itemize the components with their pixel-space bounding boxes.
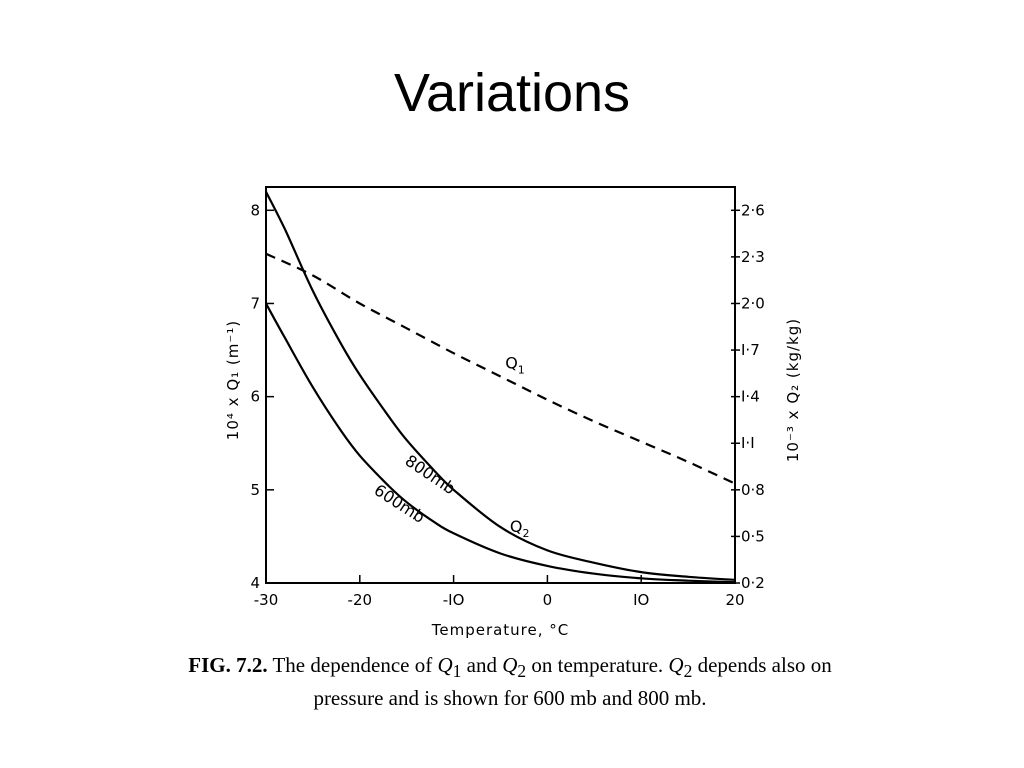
- caption-q2b-sub: 2: [683, 661, 693, 682]
- caption-q1: Q: [437, 653, 453, 677]
- caption-q2b: Q: [668, 653, 684, 677]
- left-y-tick-label: 4: [250, 574, 260, 592]
- x-tick-label: -30: [254, 591, 279, 609]
- plot-border: [265, 186, 736, 584]
- right-y-tick-label: 0·8: [741, 481, 765, 499]
- left-y-axis-label: 10⁴ x Q₁ (m⁻¹): [224, 320, 242, 440]
- right-y-axis-label: 10⁻³ x Q₂ (kg/kg): [784, 318, 802, 462]
- series-line-600mb: [265, 302, 736, 584]
- right-y-tick-label: 2·6: [741, 201, 765, 219]
- label-600mb: 600mb: [371, 480, 429, 527]
- q1-curve-label: Q1: [505, 354, 525, 377]
- series-layer: [265, 191, 736, 584]
- x-tick-label: -20: [348, 591, 373, 609]
- right-y-tick-label: 0·5: [741, 527, 765, 545]
- figure-caption: FIG. 7.2. The dependence of Q1 and Q2 on…: [110, 652, 910, 712]
- x-tick-label: 0: [543, 591, 553, 609]
- left-y-tick-label: 5: [250, 481, 260, 499]
- caption-and: and: [466, 653, 497, 677]
- caption-text-1: The dependence of: [272, 653, 433, 677]
- caption-q2: Q: [502, 653, 518, 677]
- x-tick-label: IO: [633, 591, 649, 609]
- right-y-tick-label: 2·0: [741, 294, 765, 312]
- caption-text-2: on temperature.: [531, 653, 664, 677]
- x-tick-label: 20: [725, 591, 744, 609]
- right-y-tick-label: I·7: [741, 341, 760, 359]
- right-y-tick-label: 2·3: [741, 248, 765, 266]
- right-y-tick-label: 0·2: [741, 574, 765, 592]
- caption-q2-sub: 2: [517, 661, 527, 682]
- left-y-axis-ticks: 4 5 6 7 8: [250, 201, 274, 592]
- left-y-tick-label: 8: [250, 201, 260, 219]
- q2-curve-label: Q2: [510, 517, 530, 540]
- right-y-tick-label: I·I: [741, 434, 755, 452]
- chart: -30 -20 -IO 0 IO 20 4 5 6 7 8 0·2 0·5 0·8 I·I I·4 I·7 2…: [224, 186, 802, 639]
- x-tick-label: -IO: [443, 591, 465, 609]
- right-y-axis-ticks: 0·2 0·5 0·8 I·I I·4 I·7 2·0 2·3 2·6: [731, 201, 765, 592]
- x-axis-label: Temperature, °C: [431, 621, 570, 639]
- series-line-800mb: [265, 191, 736, 581]
- right-y-tick-label: I·4: [741, 388, 760, 406]
- series-line-q1: [265, 252, 736, 485]
- caption-line-1: FIG. 7.2. The dependence of Q1 and Q2 on…: [110, 652, 910, 685]
- caption-line-2: pressure and is shown for 600 mb and 800…: [313, 686, 707, 711]
- caption-q1-sub: 1: [452, 661, 462, 682]
- figure-label: FIG. 7.2.: [188, 653, 268, 677]
- x-axis-ticks: -30 -20 -IO 0 IO 20: [254, 575, 745, 609]
- slide-title: Variations: [393, 63, 631, 123]
- left-y-tick-label: 6: [250, 388, 260, 406]
- plot-frame: [265, 186, 736, 584]
- label-800mb: 800mb: [402, 451, 459, 498]
- caption-text-3: depends also on: [697, 653, 832, 677]
- left-y-tick-label: 7: [250, 294, 260, 312]
